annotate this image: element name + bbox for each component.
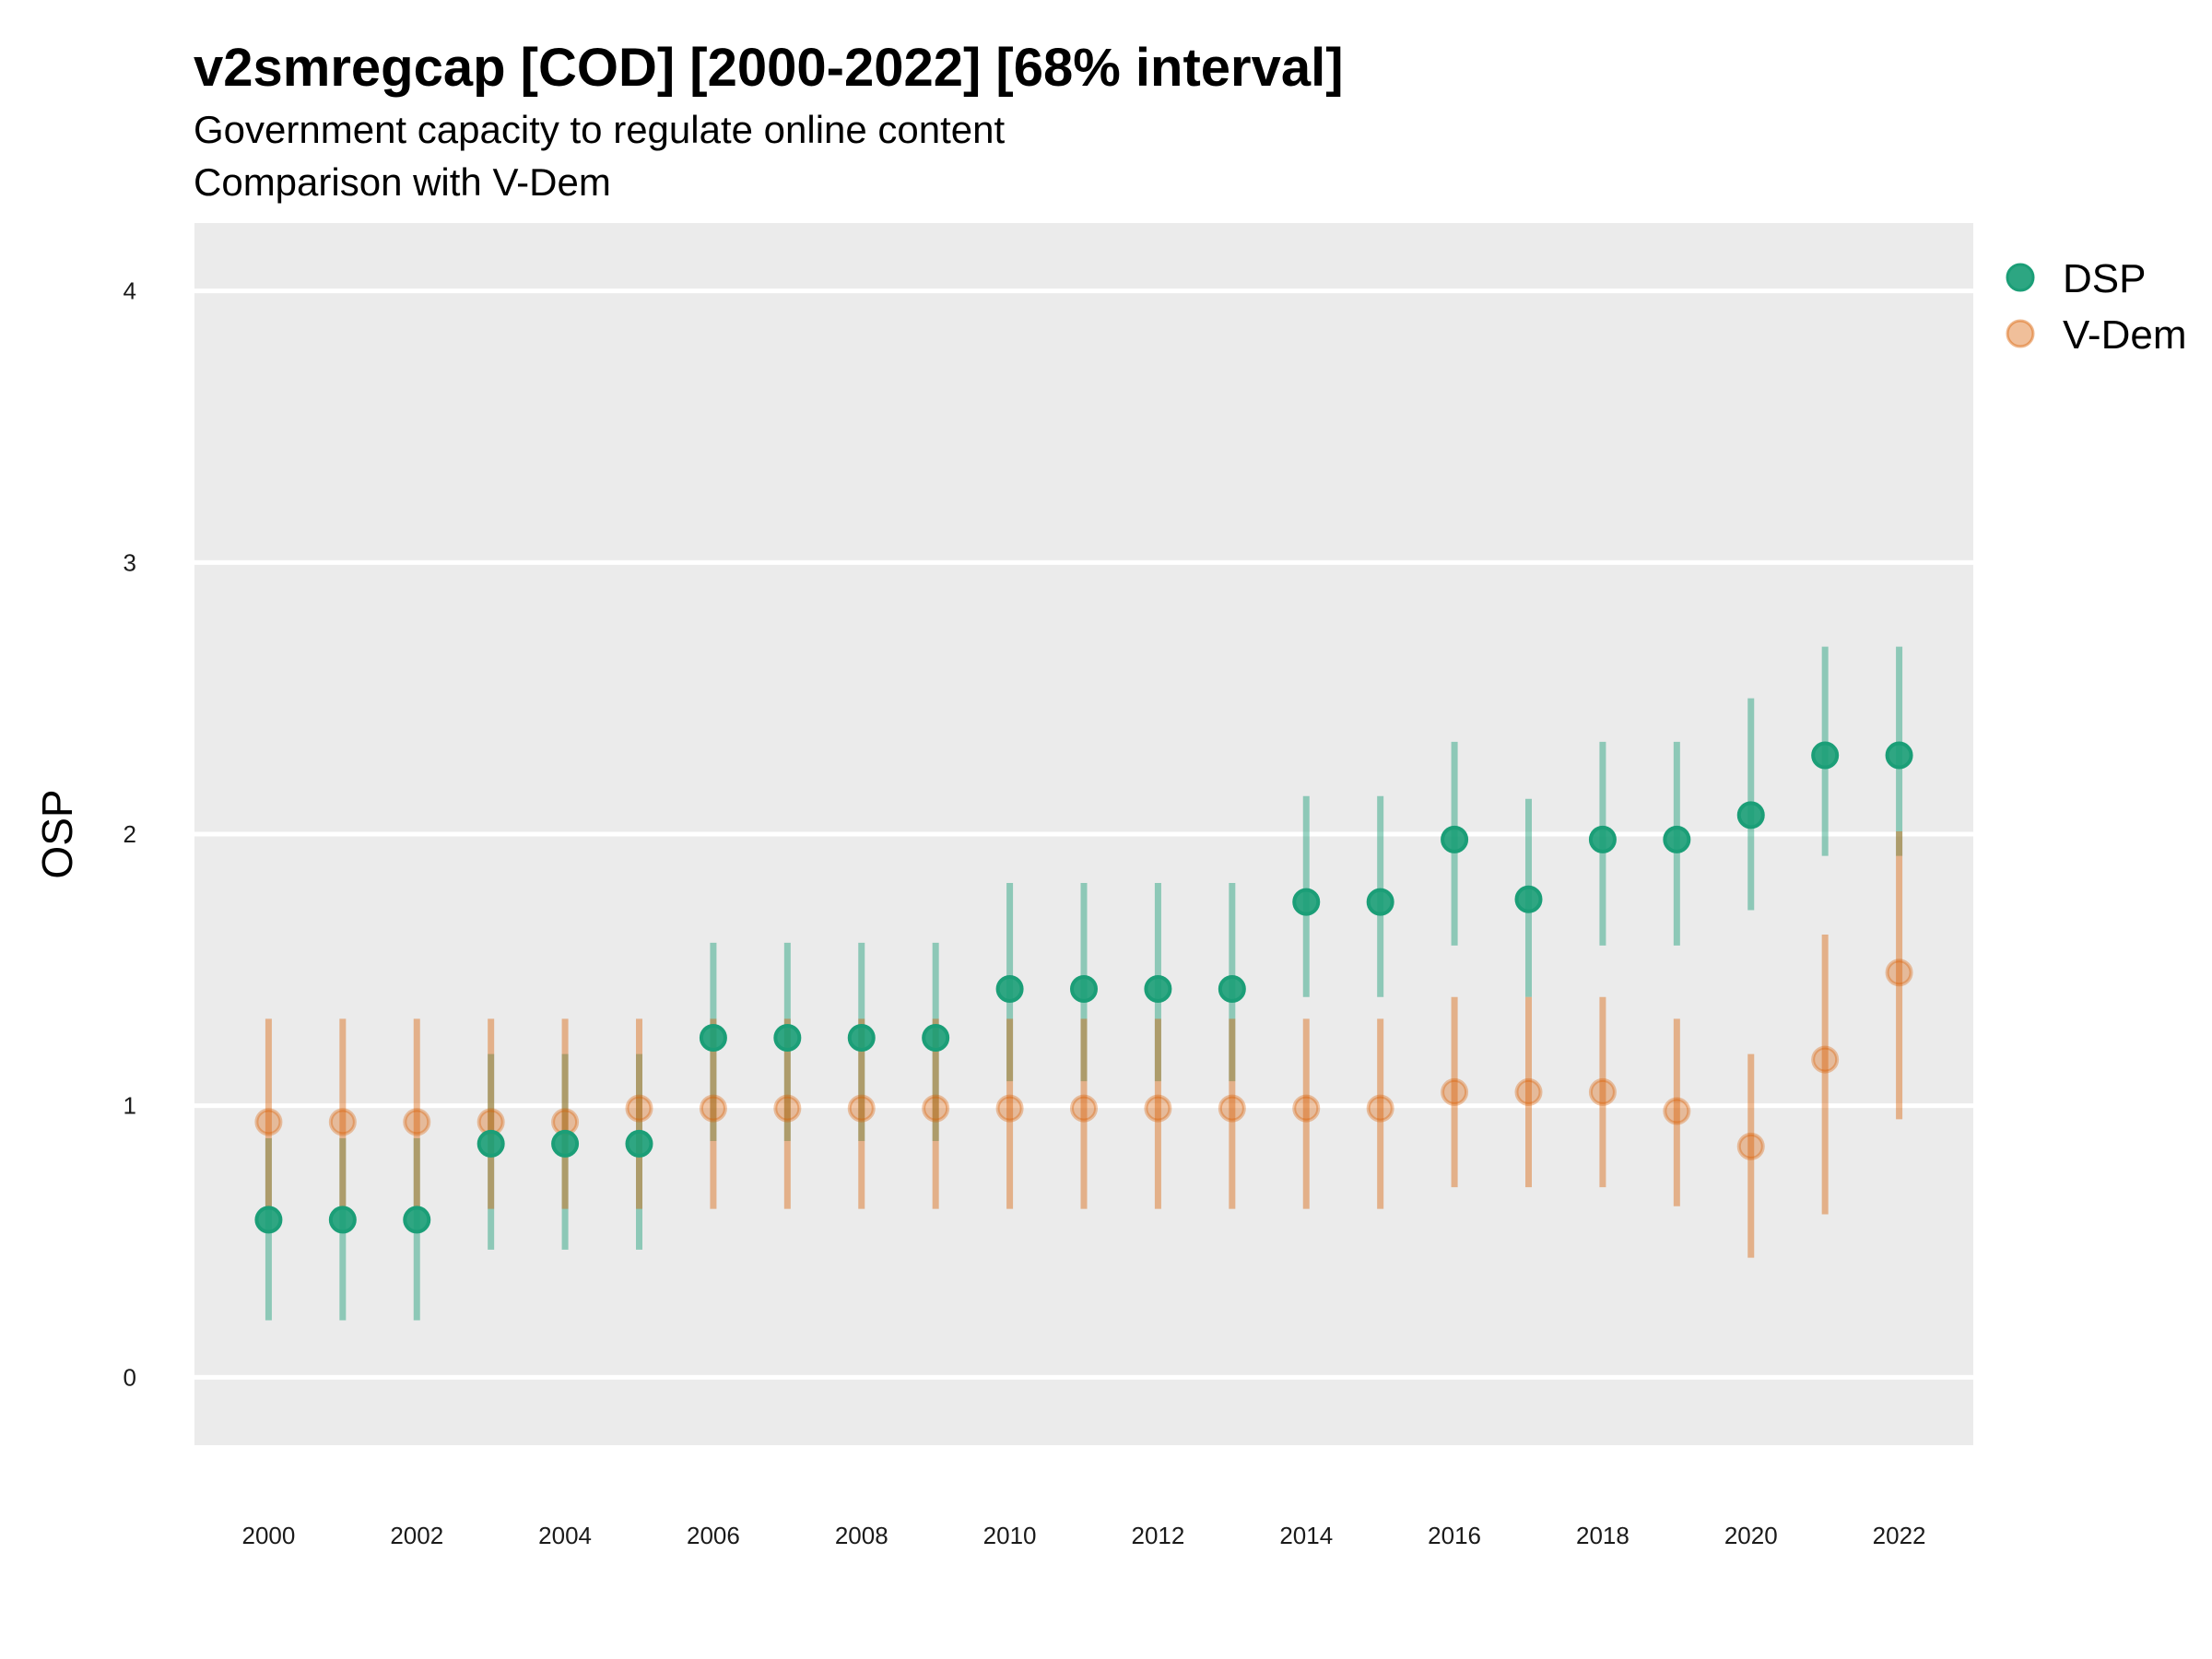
point-dsp [403,1206,431,1234]
x-tick-label: 2020 [1724,1522,1778,1549]
x-tick-label: 2022 [1873,1522,1926,1549]
point-v-dem [1292,1094,1321,1123]
legend-label-dsp: DSP [2063,256,2146,301]
chart-title: v2smregcap [COD] [2000-2022] [68% interv… [194,38,1344,98]
legend-marker-vdem [2006,319,2035,348]
point-v-dem [1366,1094,1394,1123]
y-tick-label: 2 [124,820,136,848]
x-tick-label: 2012 [1131,1522,1184,1549]
point-dsp [995,974,1024,1003]
point-v-dem [1885,959,1913,987]
point-dsp [773,1024,802,1052]
point-dsp [551,1129,580,1158]
point-v-dem [254,1108,283,1136]
y-tick-label: 4 [124,277,136,305]
point-v-dem [1588,1077,1617,1106]
point-dsp [1736,801,1765,830]
estimate-points [254,741,1913,1234]
point-v-dem [1218,1094,1246,1123]
point-dsp [1070,974,1098,1003]
point-dsp [1811,741,1840,770]
point-v-dem [1144,1094,1172,1123]
point-v-dem [922,1094,950,1123]
x-tick-label: 2002 [390,1522,443,1549]
point-v-dem [1441,1077,1469,1106]
point-dsp [1588,825,1617,853]
point-dsp [1885,741,1913,770]
point-dsp [1514,885,1543,913]
legend-label-vdem: V-Dem [2063,312,2186,358]
x-tick-label: 2000 [241,1522,295,1549]
point-dsp [1144,974,1172,1003]
y-tick-label: 0 [124,1363,136,1391]
point-dsp [922,1024,950,1052]
legend-marker-dsp [2006,263,2035,292]
point-dsp [1663,825,1691,853]
point-v-dem [1663,1097,1691,1125]
y-tick-labels: 0 1 2 3 4 [124,277,136,1392]
point-dsp [1292,888,1321,916]
chart-subtitle-line-1: Government capacity to regulate online c… [194,108,1006,151]
point-v-dem [995,1094,1024,1123]
legend: DSP V-Dem [2006,256,2186,358]
y-tick-label: 1 [124,1092,136,1120]
point-dsp [1441,825,1469,853]
x-tick-label: 2010 [983,1522,1037,1549]
point-dsp [847,1024,876,1052]
x-tick-label: 2016 [1428,1522,1481,1549]
point-v-dem [1070,1094,1098,1123]
point-v-dem [328,1108,357,1136]
point-dsp [328,1206,357,1234]
point-v-dem [1811,1045,1840,1074]
point-dsp [625,1129,653,1158]
point-v-dem [1736,1132,1765,1160]
point-v-dem [625,1094,653,1123]
x-tick-label: 2014 [1279,1522,1333,1549]
point-v-dem [403,1108,431,1136]
point-v-dem [847,1094,876,1123]
point-dsp [254,1206,283,1234]
y-tick-label: 3 [124,548,136,576]
point-v-dem [1514,1077,1543,1106]
point-v-dem [699,1094,727,1123]
point-dsp [1366,888,1394,916]
x-tick-labels: 2000 2002 2004 2006 2008 2010 2012 2014 2016 2018… [241,1522,1925,1549]
x-tick-label: 2006 [687,1522,740,1549]
chart-subtitle-line-2: Comparison with V-Dem [194,160,611,204]
x-tick-label: 2004 [538,1522,592,1549]
x-tick-label: 2008 [835,1522,888,1549]
point-dsp [699,1024,727,1052]
x-tick-label: 2018 [1576,1522,1630,1549]
y-axis-title: OSP [33,789,81,878]
point-dsp [1218,974,1246,1003]
point-v-dem [773,1094,802,1123]
point-dsp [477,1129,505,1158]
